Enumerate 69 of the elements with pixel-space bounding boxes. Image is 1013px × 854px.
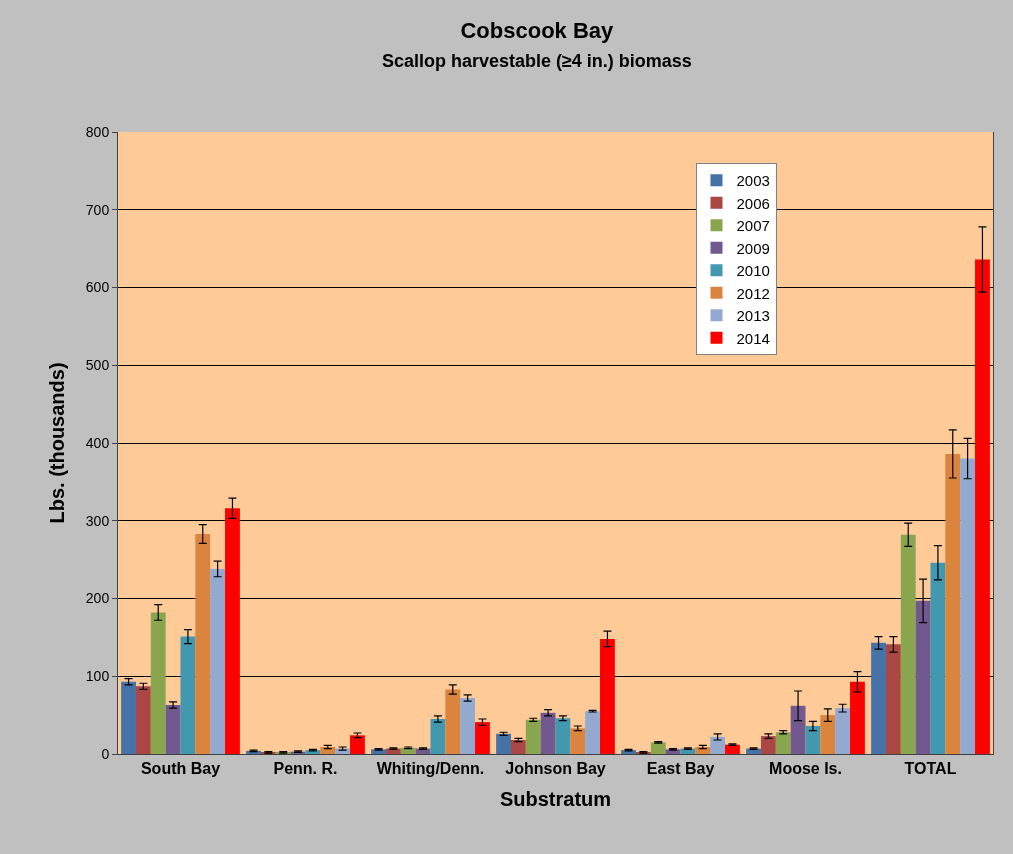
- y-tick-label: 800: [85, 123, 110, 140]
- bar: [885, 644, 901, 754]
- bar: [650, 742, 666, 754]
- y-axis-title: Lbs. (thousands): [46, 362, 69, 524]
- chart-subtitle: Scallop harvestable (≥4 in.) biomass: [381, 51, 692, 72]
- bar: [460, 698, 476, 754]
- legend-label: 2009: [736, 239, 770, 257]
- x-tick-label: Whiting/Denn.: [376, 760, 485, 778]
- bar: [915, 600, 931, 754]
- bar: [475, 722, 490, 754]
- x-tick-label: East Bay: [646, 760, 715, 778]
- bar: [135, 686, 151, 754]
- y-tick-label: 600: [85, 279, 110, 296]
- legend-label: 2007: [736, 217, 770, 235]
- y-tick-label: 200: [85, 590, 110, 607]
- x-axis-title: Substratum: [499, 787, 612, 810]
- bar: [871, 642, 886, 754]
- bar: [180, 636, 196, 754]
- bar: [121, 681, 136, 754]
- legend-label: 2006: [736, 194, 770, 212]
- bar: [225, 508, 240, 754]
- bar: [790, 705, 806, 754]
- bar: [710, 736, 726, 754]
- bar: [945, 453, 961, 754]
- bar: [210, 568, 226, 754]
- chart-title: Cobscook Bay: [460, 18, 615, 44]
- bar: [525, 719, 541, 754]
- legend-label: 2012: [736, 284, 770, 302]
- y-tick-label: 300: [85, 512, 110, 529]
- bar: [775, 732, 791, 754]
- legend-label: 2003: [736, 172, 770, 190]
- bar: [600, 638, 615, 754]
- bar: [430, 719, 446, 754]
- x-tick-label: South Bay: [140, 760, 221, 778]
- x-tick-label: TOTAL: [904, 760, 957, 778]
- y-tick-label: 500: [85, 357, 110, 374]
- x-tick-label: Johnson Bay: [505, 760, 606, 778]
- bar: [725, 744, 740, 754]
- legend-label: 2014: [736, 329, 770, 347]
- bar: [900, 534, 916, 754]
- bar: [320, 747, 336, 754]
- bar: [195, 533, 211, 754]
- bar: [150, 612, 166, 754]
- bar: [496, 733, 511, 754]
- bar: [960, 458, 976, 754]
- bar: [445, 689, 461, 754]
- bar: [695, 747, 711, 754]
- bar: [585, 711, 601, 754]
- bar: [820, 715, 836, 754]
- bar: [975, 259, 990, 754]
- bar: [165, 705, 181, 754]
- bar: [570, 728, 586, 754]
- bar: [510, 740, 526, 754]
- bar: [850, 681, 865, 754]
- bar: [805, 726, 821, 754]
- bar: [930, 562, 946, 754]
- y-tick-label: 100: [85, 668, 110, 685]
- bar: [540, 712, 556, 754]
- legend-label: 2010: [736, 262, 770, 280]
- bar: [350, 735, 365, 754]
- y-tick-label: 400: [85, 434, 110, 451]
- x-tick-label: Moose Is.: [769, 760, 842, 778]
- bar: [555, 718, 571, 754]
- x-tick-label: Penn. R.: [273, 760, 338, 778]
- bar: [835, 708, 851, 754]
- bar: [760, 736, 776, 754]
- y-tick-label: 700: [85, 201, 110, 218]
- y-tick-label: 0: [101, 745, 110, 762]
- legend-label: 2013: [736, 307, 770, 325]
